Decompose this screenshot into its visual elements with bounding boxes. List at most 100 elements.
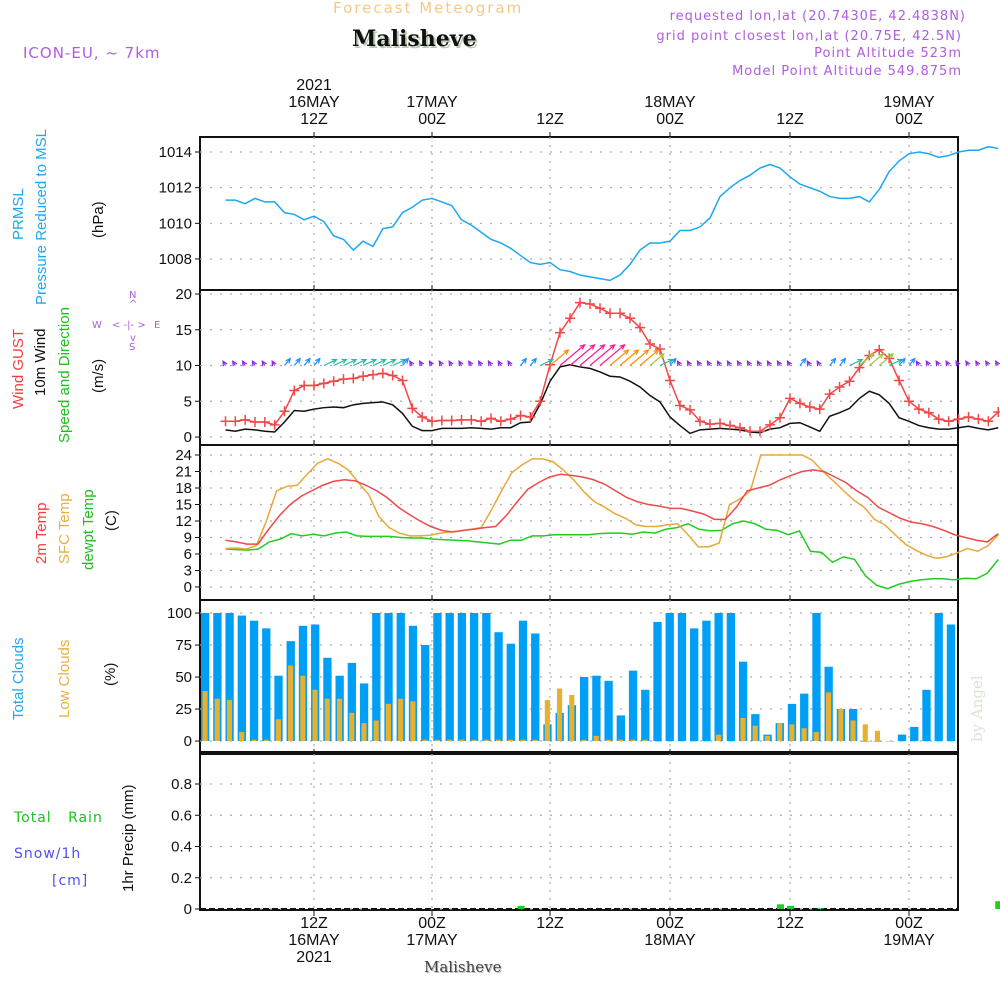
wind-arrow-shaft	[382, 359, 396, 367]
top-axis-label: 18MAY 00Z	[630, 77, 710, 128]
total-cloud-bar	[359, 683, 369, 741]
gridpoint-coords: grid point closest lon,lat (20.75E, 42.5…	[656, 29, 962, 44]
wind-direction-arrow-icon	[786, 359, 792, 367]
gust-marker	[309, 380, 319, 391]
wind-arrow-head	[380, 358, 387, 364]
gust-marker	[486, 413, 496, 424]
gust-marker	[476, 416, 487, 427]
wind-direction-arrow-icon	[402, 357, 410, 366]
wind-arrow-head	[241, 359, 248, 367]
low-cloud-bar	[422, 739, 428, 741]
ytick-label-precip: 0.2	[171, 870, 192, 887]
gust-marker	[665, 375, 675, 386]
ytick-label-clouds: 100	[167, 605, 192, 622]
low-cloud-bar	[642, 739, 648, 741]
wind-arrow-head	[619, 344, 626, 350]
ytick-label-clouds: 25	[175, 701, 192, 718]
wind-arrow-head	[633, 349, 640, 355]
gust-marker	[368, 369, 378, 380]
wind-direction-arrow-icon	[799, 357, 807, 366]
wind-direction-arrow-icon	[756, 359, 762, 367]
wind-arrow-head	[816, 359, 822, 367]
gust-marker	[407, 403, 418, 414]
top-axis-l3: 12Z	[776, 111, 804, 128]
wind-arrow-head	[418, 359, 425, 367]
wind-arrow-head	[409, 359, 415, 367]
ytick-label-precip: 0.8	[171, 776, 192, 793]
wind-direction-arrow-icon	[676, 359, 682, 367]
wind-arrow-head	[909, 357, 916, 364]
wind-direction-arrow-icon	[849, 358, 864, 367]
wind-arrow-head	[900, 357, 906, 364]
total-cloud-bar	[702, 620, 711, 741]
rain-bar	[816, 908, 824, 909]
wind-arrow-shaft	[619, 349, 639, 366]
ytick-label-wind: 5	[184, 393, 192, 410]
wind-direction-arrow-icon	[945, 359, 951, 367]
pressure-line	[225, 145, 999, 282]
ytick-label-temp: 15	[175, 497, 192, 514]
top-axis-l1: 2021	[296, 77, 332, 94]
low-cloud-bar	[471, 739, 477, 741]
wind-arrow-head	[579, 344, 586, 350]
ytick-label-wind: 10	[175, 358, 192, 375]
wind-arrow-shaft	[888, 359, 903, 367]
low-cloud-bar	[263, 739, 269, 741]
wind-arrow-head	[857, 358, 864, 364]
total-cloud-bar	[738, 661, 748, 741]
low-cloud-bar	[862, 724, 868, 741]
gust-marker	[250, 416, 260, 427]
low-cloud-bar	[532, 739, 538, 741]
compass-legend: N ^ W < -|- > E v S	[92, 290, 160, 360]
wind-arrow-head	[915, 359, 921, 367]
wind-arrow-shaft	[529, 358, 537, 366]
wind-arrow-head	[261, 359, 267, 367]
gust-marker	[625, 313, 635, 324]
low-cloud-bar	[923, 741, 929, 742]
wind-arrow-head	[830, 357, 837, 364]
wind-arrow-shaft	[520, 358, 527, 366]
total-cloud-bar	[604, 680, 613, 741]
total-cloud-bar	[800, 693, 809, 741]
total-cloud-bar	[445, 613, 454, 741]
gust-marker	[605, 308, 615, 319]
wind-arrow-head	[686, 359, 692, 367]
gust-marker	[585, 299, 595, 310]
wind-direction-arrow-icon	[619, 349, 640, 366]
low-cloud-bar	[777, 723, 783, 741]
wind-direction-arrow-icon	[313, 357, 321, 366]
low-cloud-bar	[373, 720, 379, 741]
total-cloud-bar	[714, 613, 723, 741]
wind-arrow-head	[985, 359, 991, 367]
location-title: Malisheve	[352, 26, 477, 52]
wind-direction-arrow-icon	[372, 358, 387, 367]
gust-marker	[874, 344, 885, 355]
total-cloud-bar	[347, 662, 357, 741]
rain-bar	[517, 905, 525, 909]
low-cloud-bar	[459, 739, 465, 741]
wind-arrow-shaft	[313, 358, 321, 366]
wind-arrow-shaft	[549, 349, 569, 366]
wind-arrow-head	[955, 359, 961, 367]
dewpoint-line	[225, 520, 999, 590]
wind-direction-arrow-icon	[251, 359, 257, 367]
gust-marker	[943, 416, 954, 427]
requested-coords: requested lon,lat (20.7430E, 42.4838N)	[669, 9, 966, 24]
total-cloud-bar	[408, 625, 418, 741]
wind-direction-arrow-icon	[639, 349, 660, 366]
panel-frame-pressure	[199, 136, 959, 291]
wind-arrow-head	[361, 358, 368, 364]
low-cloud-bar	[300, 675, 306, 741]
total-cloud-bar	[592, 675, 601, 741]
ytick-label-clouds: 50	[175, 669, 192, 686]
wind-arrow-head	[840, 357, 847, 364]
low-cloud-bar	[715, 734, 722, 741]
wind-arrow-head	[251, 359, 257, 367]
wind-arrow-head	[643, 349, 650, 355]
compass-arrow-n: ^	[129, 299, 138, 310]
gust-marker	[894, 375, 905, 386]
top-axis-label: 19MAY 00Z	[869, 77, 949, 128]
wind-arrow-shaft	[629, 349, 649, 366]
gust-marker	[913, 404, 924, 415]
wind-arrow-head	[706, 359, 712, 367]
